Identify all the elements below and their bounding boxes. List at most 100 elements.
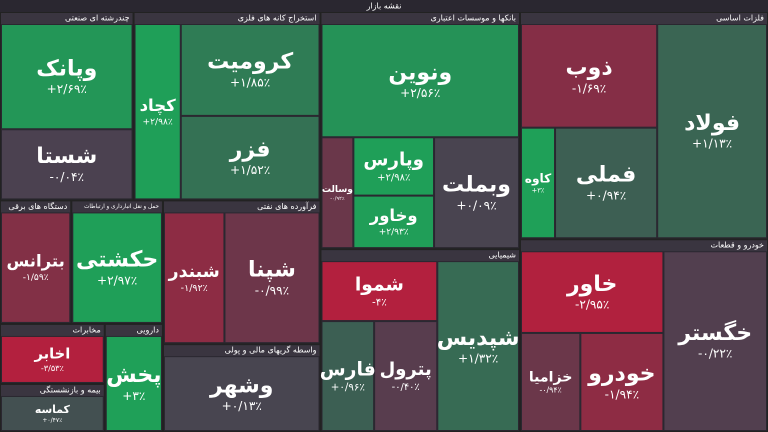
tile <box>1 395 104 431</box>
tile-value: +۰/۰۹٪ <box>456 198 496 212</box>
sector-label: خودرو و قطعات <box>710 241 764 250</box>
tile-label: کاوه <box>525 171 552 185</box>
sector-label: استخراج کانه های فلزی <box>238 14 317 23</box>
tile-label: خزامیا <box>529 369 573 385</box>
sector-label: دارویی <box>137 325 160 334</box>
tile <box>1 24 133 130</box>
tile-label: ونوین <box>388 60 452 85</box>
tile-label: وخاور <box>369 206 418 226</box>
tile <box>520 24 658 128</box>
tile-value: +۱/۸۵٪ <box>230 76 270 90</box>
tile-value: +۱/۵۲٪ <box>230 163 270 177</box>
tile-value: +۳٪ <box>532 187 545 195</box>
tile <box>580 332 664 432</box>
tile-label: خودرو <box>587 362 655 387</box>
tile-label: شبندر <box>168 262 220 282</box>
tile-value: +۲/۹۷٪ <box>97 273 137 287</box>
tile-label: پترول <box>380 359 432 380</box>
sector-label: بانکها و موسسات اعتباری <box>430 14 516 23</box>
tile <box>0 212 71 323</box>
tile-value: +۲/۹۸٪ <box>143 117 173 127</box>
tile <box>163 212 225 344</box>
tile-value: +۰/۱۳٪ <box>222 399 262 413</box>
tile-label: کرومیت <box>207 50 293 75</box>
tile <box>555 127 658 239</box>
tile-label: فزر <box>229 137 271 162</box>
tile <box>180 115 320 200</box>
tile-value: -۰/۴۰٪ <box>392 382 420 393</box>
sector-label: مخابرات <box>72 325 100 334</box>
tile-value: -۰/۹۲٪ <box>330 196 345 202</box>
tile-value: -۴٪ <box>372 296 387 308</box>
tile <box>663 251 767 431</box>
tile-value: +۲/۹۸٪ <box>377 172 410 183</box>
tile-value: -۱/۵۹٪ <box>23 273 49 283</box>
tile-label: خگستر <box>677 319 752 346</box>
tile-value: +۲/۹۳٪ <box>379 227 409 237</box>
tile <box>224 212 320 344</box>
tile-value: -۰/۹۹٪ <box>255 283 289 297</box>
tile <box>520 332 581 432</box>
tile-label: وسالت <box>322 185 353 195</box>
tile <box>163 356 320 431</box>
tile <box>134 24 181 200</box>
tile-label: ذوب <box>566 56 613 81</box>
tile-value: -۰/۰۴٪ <box>50 170 84 184</box>
tile <box>434 137 519 249</box>
tile-value: +۳٪ <box>122 389 145 403</box>
tile-label: وپانک <box>36 56 97 81</box>
chart-title: نقشه بازار <box>366 2 402 11</box>
tile-label: خاور <box>566 272 617 297</box>
tile <box>321 137 354 249</box>
sector-label: فلزات اساسی <box>716 14 764 23</box>
sector-label: شیمیایی <box>488 251 516 260</box>
tile <box>321 321 375 431</box>
tile-label: فولاد <box>684 111 740 136</box>
tile <box>437 261 519 432</box>
tile-label: پخش <box>106 363 161 388</box>
sector-label: بیمه و بازنشستگی <box>40 384 101 394</box>
tile-label: وشهر <box>209 373 274 398</box>
tile <box>657 24 767 239</box>
tile-value: +۰/۹۴٪ <box>586 189 626 203</box>
tile-label: فارس <box>320 359 376 380</box>
tile <box>321 24 519 138</box>
tile <box>180 24 320 116</box>
sector-label: چندرشته ای صنعتی <box>65 14 130 23</box>
tile-label: شستا <box>36 144 97 169</box>
tile-label: وپارس <box>363 149 424 170</box>
tile-label: کماسه <box>35 403 71 416</box>
tile-value: -۱/۹۲٪ <box>181 283 208 294</box>
tile-value: +۰/۴۷٪ <box>42 417 62 424</box>
tile-label: کچاد <box>140 96 177 116</box>
tile <box>105 335 162 431</box>
tile-label: بترانس <box>6 252 64 272</box>
tile-value: -۳/۵۳٪ <box>41 363 64 373</box>
tile-value: +۱/۳۲٪ <box>458 352 498 366</box>
tile-label: شپدیس <box>437 326 520 351</box>
tile-label: شموا <box>355 274 404 295</box>
tile <box>520 127 556 239</box>
tile-value: -۱/۹۴٪ <box>605 388 639 402</box>
tile <box>72 212 162 323</box>
tile-value: -۲/۹۵٪ <box>575 298 609 312</box>
tile-label: وبملت <box>442 172 511 197</box>
tile <box>321 261 438 322</box>
sector-label: دستگاه های برقی <box>8 201 67 211</box>
sector-label: واسطه گریهای مالی و پولی <box>225 345 317 355</box>
tile-value: -۱/۶۹٪ <box>572 81 606 95</box>
tile <box>353 137 435 196</box>
tile <box>520 251 664 333</box>
tile-value: +۰/۹۶٪ <box>331 381 365 393</box>
sector-label: فرآورده های نفتی <box>257 201 316 211</box>
tile <box>374 321 438 431</box>
tile <box>1 129 133 200</box>
tile-label: اخابر <box>33 346 70 363</box>
tile-label: شپنا <box>248 258 296 283</box>
tile-value: -۰/۹۴٪ <box>540 386 562 395</box>
tile <box>353 195 435 249</box>
tile-label: فملی <box>576 163 636 188</box>
tile-value: +۲/۵۶٪ <box>400 86 440 100</box>
tile-value: -۰/۲۲٪ <box>698 347 732 361</box>
